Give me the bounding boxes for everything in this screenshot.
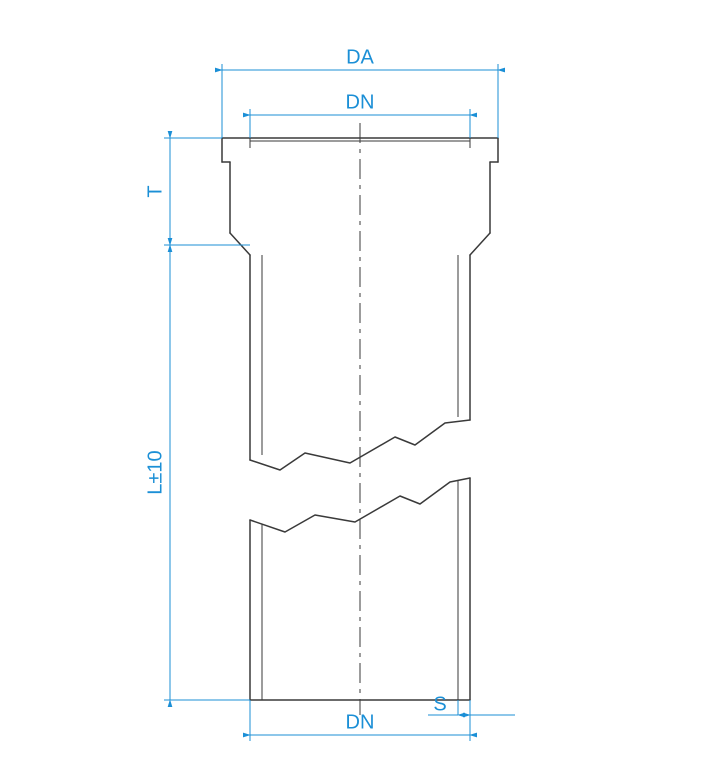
dim-label: T <box>144 185 166 197</box>
dim-label: DN <box>346 91 375 113</box>
dim-label: DA <box>346 46 374 68</box>
dim-label: L±10 <box>144 450 166 494</box>
dim-label-s: S <box>433 693 446 715</box>
dim-label: DN <box>346 711 375 733</box>
